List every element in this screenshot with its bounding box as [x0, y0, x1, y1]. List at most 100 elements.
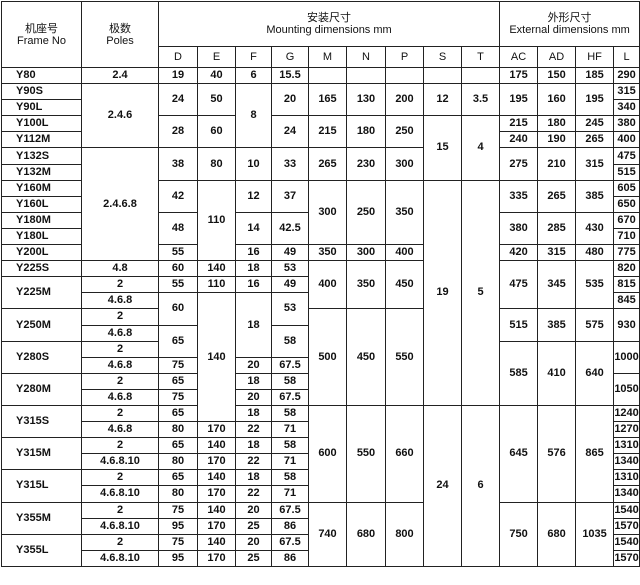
external-dimensions-header: 外形尺寸 External dimensions mm: [499, 1, 640, 47]
mounting-dimensions-header: 安装尺寸 Mounting dimensions mm: [157, 1, 501, 47]
poles-header-cn: 极数: [109, 22, 131, 35]
cell-f: 25: [235, 549, 272, 567]
cell-n: 680: [346, 501, 386, 567]
column-header-hf: HF: [575, 46, 615, 68]
cell-hf: 865: [575, 404, 615, 503]
cell-e: 170: [197, 421, 236, 439]
cell-d: 80: [158, 453, 198, 471]
frame-no-header-cn: 机座号: [25, 22, 58, 35]
table-row: Y112M 240 190 265 400: [1, 131, 640, 149]
poles-header: 极数 Poles: [81, 1, 159, 68]
cell-hf: 430: [575, 211, 615, 246]
cell-ac: 420: [499, 244, 539, 262]
frame-no-header-en: Frame No: [17, 34, 66, 47]
table-row: 4.6.8 60 140 18 53 845: [2, 292, 640, 423]
cell-t: [460, 66, 501, 85]
cell-ac: 645: [499, 404, 539, 503]
cell-l: 1050: [613, 372, 640, 406]
external-header-cn: 外形尺寸: [547, 12, 592, 24]
cell-f: 20: [235, 356, 272, 374]
table-row: 4.6.8.10 95 170 25 86 1570: [2, 549, 640, 567]
cell-ad: 576: [537, 404, 577, 503]
cell-g: 49: [271, 276, 309, 294]
cell-m: 350: [308, 244, 347, 262]
cell-poles: 2.4: [81, 66, 159, 85]
cell-poles: 2: [81, 372, 159, 390]
cell-l: 340: [613, 99, 640, 117]
cell-ad: 265: [537, 179, 577, 213]
cell-l: 1270: [613, 421, 640, 439]
cell-poles: 2.4.6: [81, 83, 159, 149]
cell-f: 18: [235, 372, 272, 390]
motor-dimensions-table: 机座号 Frame No 极数 Poles 安装尺寸 Mounting dimensi…: [1, 1, 640, 567]
cell-p: 550: [385, 308, 424, 406]
cell-l: 710: [613, 227, 640, 246]
cell-hf: 245: [575, 115, 615, 133]
cell-g: 49: [271, 244, 309, 262]
cell-l: 650: [613, 195, 640, 213]
cell-frame: Y112M: [1, 131, 82, 149]
cell-poles: 2: [81, 340, 159, 358]
cell-g: 37: [271, 179, 309, 213]
cell-l: 775: [613, 244, 640, 262]
mounting-header-en: Mounting dimensions mm: [266, 24, 392, 36]
cell-poles: 4.8: [81, 260, 159, 278]
cell-e: 110: [197, 276, 236, 294]
cell-d: 75: [158, 533, 198, 551]
cell-poles: 4.6.8: [81, 324, 159, 342]
cell-g: 58: [271, 404, 309, 423]
cell-ad: 345: [537, 260, 577, 310]
cell-frame: Y180M: [1, 211, 82, 229]
cell-d: 95: [158, 549, 198, 567]
table-row: Y315S 2 65 18 58 600 550 660 24 6 645 576 865 1240: [1, 404, 640, 567]
cell-f: 18: [235, 404, 272, 423]
cell-l: 1570: [613, 517, 640, 535]
cell-poles: 4.6.8: [81, 356, 159, 374]
column-header-g: G: [271, 46, 309, 68]
cell-f: 18: [235, 292, 272, 358]
cell-p: 250: [385, 115, 424, 149]
cell-e: 170: [197, 453, 236, 471]
cell-e: 140: [197, 292, 236, 423]
cell-d: 80: [158, 485, 198, 503]
cell-d: 55: [158, 276, 198, 294]
table-row: Y355L 2 75 140 20 67.5 1540: [1, 533, 640, 567]
cell-f: 18: [235, 437, 272, 455]
cell-poles: 4.6.8: [81, 388, 159, 406]
cell-poles: 2: [81, 404, 159, 423]
cell-hf: 640: [575, 340, 615, 406]
column-header-t: T: [460, 46, 501, 68]
cell-g: 53: [271, 292, 309, 326]
cell-n: 350: [346, 260, 386, 310]
cell-m: [308, 66, 347, 85]
cell-l: 400: [613, 131, 640, 149]
cell-poles: 4.6.8.10: [81, 549, 159, 567]
cell-poles: 4.6.8: [81, 421, 159, 439]
cell-p: 660: [385, 404, 424, 503]
table-body: Y80 2.4 19 40 6 15.5 175 150 185 290 Y90S 2.4.6 24 50…: [1, 66, 640, 567]
table-row: 4.6.8.10 95 170 25 86 1570: [2, 517, 640, 535]
cell-frame: Y355M: [1, 501, 82, 535]
cell-e: 110: [197, 179, 236, 262]
cell-l: 930: [613, 308, 640, 342]
cell-f: 6: [235, 66, 272, 85]
cell-frame: Y315L: [1, 469, 82, 503]
cell-hf: 265: [575, 131, 615, 149]
column-header-ad: AD: [537, 46, 577, 68]
cell-g: 58: [271, 437, 309, 455]
column-header-s: S: [423, 46, 462, 68]
cell-l: 1310: [613, 437, 640, 455]
cell-f: 20: [235, 533, 272, 551]
cell-m: 265: [308, 147, 347, 181]
cell-hf: 535: [575, 260, 615, 310]
cell-ad: 190: [537, 131, 577, 149]
cell-d: 95: [158, 517, 198, 535]
cell-f: 14: [235, 211, 272, 246]
cell-f: 12: [235, 179, 272, 213]
cell-frame: Y315S: [1, 404, 82, 439]
cell-d: 75: [158, 356, 198, 374]
cell-l: 315: [613, 83, 640, 101]
cell-g: 58: [271, 372, 309, 390]
table-row: 4.6.8 80 170 22 71 1270: [2, 421, 640, 439]
cell-ad: 410: [537, 340, 577, 406]
